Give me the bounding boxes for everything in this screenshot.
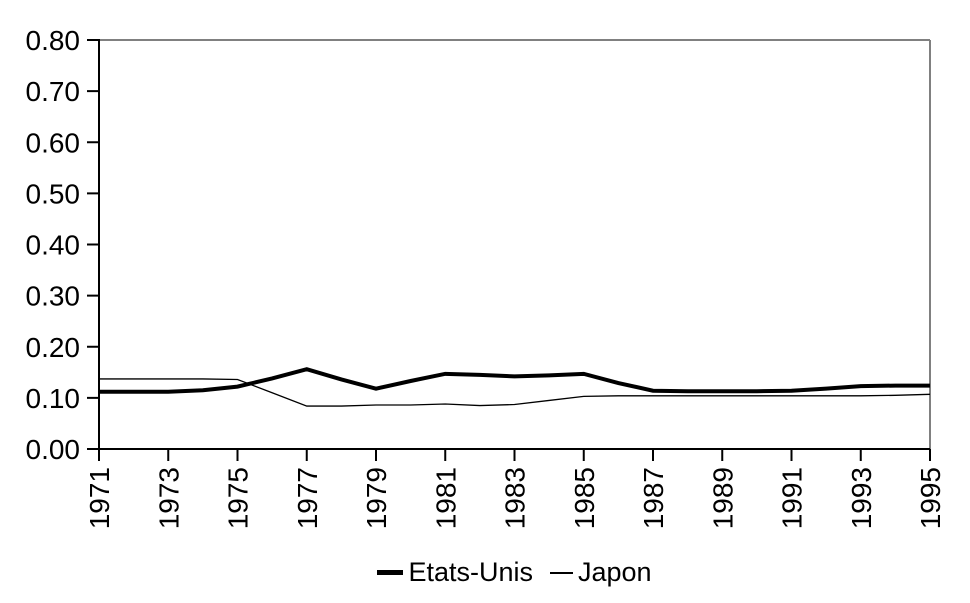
legend: Etats-Unis Japon [99, 557, 930, 588]
legend-item-etats-unis: Etats-Unis [377, 557, 533, 588]
legend-label-etats-unis: Etats-Unis [408, 557, 533, 587]
x-axis-tick-label: 1975 [223, 467, 254, 529]
x-axis-tick-label: 1985 [569, 467, 600, 529]
x-axis-tick-label: 1977 [292, 467, 323, 529]
x-axis-tick-label: 1991 [777, 467, 808, 529]
y-axis-tick-label: 0.20 [26, 332, 81, 363]
x-axis-tick-label: 1973 [153, 467, 184, 529]
x-axis-tick-label: 1979 [361, 467, 392, 529]
legend-item-japon: Japon [549, 557, 652, 588]
x-axis-tick-label: 1987 [638, 467, 669, 529]
series-line-japon [99, 378, 931, 407]
x-axis-tick-label: 1981 [430, 467, 461, 529]
x-axis-tick-label: 1971 [84, 467, 115, 529]
etats-unis-line-swatch [377, 570, 404, 575]
y-axis-tick-label: 0.80 [26, 25, 81, 56]
y-axis-tick-label: 0.30 [26, 281, 81, 312]
y-axis-tick-label: 0.60 [26, 127, 81, 158]
x-axis-tick-label: 1989 [707, 467, 738, 529]
series-line-etats-unis [99, 367, 930, 394]
line-chart: 0.00 0.10 0.20 0.30 0.40 0.50 0.60 0.70 0.80 1971… [26, 25, 947, 529]
y-axis-tick-label: 0.40 [26, 230, 81, 261]
x-axis-tick-label: 1995 [915, 467, 946, 529]
y-axis-tick-label: 0.00 [26, 434, 81, 465]
y-axis-tick-label: 0.50 [26, 178, 81, 209]
x-axis-tick-label: 1993 [846, 467, 877, 529]
x-axis-tick-label: 1983 [500, 467, 531, 529]
japon-line-swatch [549, 571, 573, 574]
y-axis-tick-label: 0.70 [26, 76, 81, 107]
y-axis-tick-label: 0.10 [26, 383, 81, 414]
legend-label-japon: Japon [577, 557, 652, 587]
